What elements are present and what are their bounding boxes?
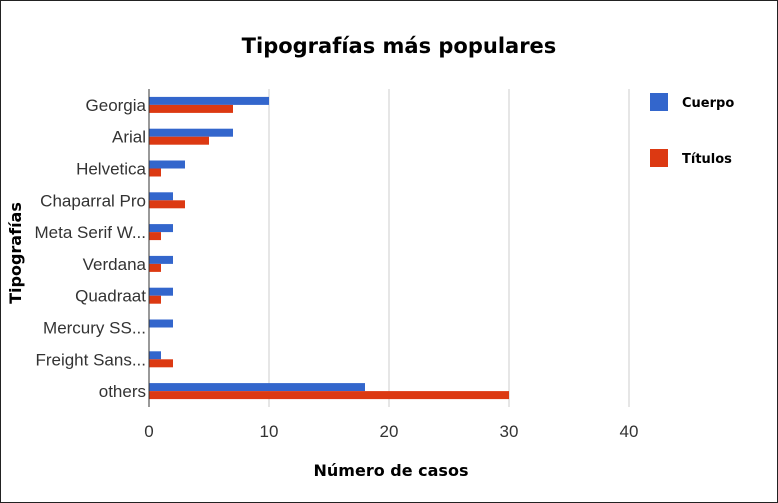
category-label: Arial: [112, 128, 146, 147]
legend-label: Títulos: [682, 152, 732, 167]
category-label: others: [99, 382, 146, 401]
bar-cuerpo: [149, 160, 185, 169]
bar-cuerpo: [149, 192, 173, 201]
x-tick-labels: 0 10 20 30 40: [144, 422, 638, 441]
bar-t-tulos: [149, 232, 161, 241]
x-tick-label: 40: [620, 422, 639, 441]
bar-cuerpo: [149, 224, 173, 233]
category-label: Quadraat: [75, 287, 146, 306]
category-label: Helvetica: [76, 160, 146, 179]
category-label: Mercury SS...: [43, 319, 146, 338]
category-label: Verdana: [83, 255, 147, 274]
category-label: Chaparral Pro: [40, 191, 146, 210]
legend: Cuerpo Títulos: [650, 93, 734, 167]
bar-cuerpo: [149, 351, 161, 360]
legend-swatch: [650, 93, 668, 111]
bar-t-tulos: [149, 359, 173, 368]
gridlines: [268, 89, 630, 407]
legend-swatch: [650, 149, 668, 167]
bar-cuerpo: [149, 287, 173, 296]
legend-label: Cuerpo: [682, 96, 734, 111]
x-axis-title: Número de casos: [314, 461, 469, 480]
bar-t-tulos: [149, 168, 161, 177]
bar-t-tulos: [149, 200, 185, 209]
bar-cuerpo: [149, 319, 173, 328]
x-tick-label: 10: [260, 422, 279, 441]
bar-cuerpo: [149, 96, 269, 105]
category-label: Georgia: [86, 96, 147, 115]
bar-cuerpo: [149, 255, 173, 264]
bar-t-tulos: [149, 295, 161, 304]
category-label: Meta Serif W...: [35, 223, 146, 242]
bars: [149, 96, 509, 400]
bar-cuerpo: [149, 128, 233, 137]
bar-cuerpo: [149, 383, 365, 392]
x-tick-label: 0: [144, 422, 153, 441]
bar-t-tulos: [149, 104, 233, 113]
bar-t-tulos: [149, 391, 509, 400]
bar-t-tulos: [149, 263, 161, 272]
category-labels: Georgia Arial Helvetica Chaparral Pro Meta S…: [35, 96, 147, 401]
chart-title: Tipografías más populares: [242, 34, 557, 58]
x-tick-label: 20: [380, 422, 399, 441]
bar-t-tulos: [149, 136, 209, 145]
x-tick-label: 30: [500, 422, 519, 441]
category-label: Freight Sans...: [35, 350, 146, 369]
y-axis-title: Tipografías: [6, 202, 25, 304]
